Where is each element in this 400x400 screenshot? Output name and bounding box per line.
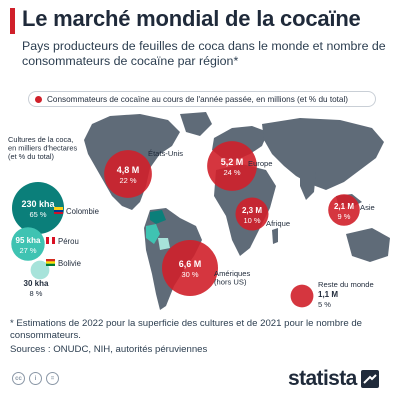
landmass-asia	[262, 118, 384, 190]
producer-pct-2: 8 %	[30, 289, 43, 298]
by-icon[interactable]: i	[29, 372, 42, 385]
producer-pct-0: 65 %	[29, 210, 46, 219]
statista-mark-icon	[360, 370, 379, 388]
equals-icon[interactable]: =	[46, 372, 59, 385]
consumer-region-4: Amériques (hors US)	[214, 269, 250, 287]
bolivia-shape	[158, 238, 170, 250]
consumer-bubble-4	[162, 240, 218, 296]
colombie-flag-icon	[54, 207, 63, 214]
consumer-value-1: 5,2 M	[221, 157, 244, 167]
consumer-value-4: 6,6 M	[179, 259, 202, 269]
consumer-bubble-2	[235, 197, 269, 231]
bolivie-flag-icon	[46, 259, 55, 266]
page-subtitle: Pays producteurs de feuilles de coca dan…	[22, 39, 386, 68]
statista-logo[interactable]: statista	[288, 367, 379, 391]
consumer-region-0: États-Unis	[148, 149, 183, 158]
producers-label: Cultures de la coca, en milliers d'hectar…	[8, 135, 77, 161]
consumer-region-2: Afrique	[266, 219, 290, 228]
consumer-bubble-3	[328, 194, 360, 226]
consumer-bubble-0	[104, 150, 152, 198]
consumer-pct-5: 5 %	[318, 300, 331, 309]
consumer-value-2: 2,3 M	[242, 206, 262, 215]
colombia-shape	[150, 210, 166, 224]
consumer-region-1: Europe	[248, 159, 273, 168]
sources: Sources : ONUDC, NIH, autorités péruvien…	[10, 344, 208, 355]
consumer-pct-0: 22 %	[119, 176, 136, 185]
producer-pct-1: 27 %	[19, 246, 36, 255]
legend-label: Consommateurs de cocaïne au cours de l'a…	[47, 94, 349, 104]
legend-red-dot	[35, 95, 42, 103]
landmass-greenland	[180, 112, 212, 136]
consumer-value-5: 1,1 M	[318, 290, 338, 299]
consumer-bubble-1	[207, 141, 257, 191]
consumer-value-0: 4,8 M	[117, 165, 140, 175]
cc-icon[interactable]: cc	[12, 372, 25, 385]
producer-country-1: Pérou	[58, 237, 79, 246]
landmass-india	[300, 172, 316, 200]
consumers-legend: Consommateurs de cocaïne au cours de l'a…	[28, 91, 376, 107]
consumer-pct-4: 30 %	[181, 270, 198, 279]
consumer-pct-2: 10 %	[243, 216, 260, 225]
consumer-region-3: Asie	[360, 203, 375, 212]
consumer-region-5: Reste du monde	[318, 280, 374, 289]
footnote: * Estimations de 2022 pour la superficie…	[10, 318, 362, 341]
brand-text: statista	[288, 367, 357, 390]
landmass-australia	[346, 228, 390, 262]
consumer-value-3: 2,1 M	[334, 202, 354, 211]
landmass-madagascar	[272, 228, 278, 244]
consumer-bubble-5	[290, 284, 314, 308]
producer-bubble-2	[30, 260, 50, 280]
producer-value-2: 30 kha	[24, 279, 49, 288]
producer-value-1: 95 kha	[16, 236, 41, 245]
producer-bubble-1	[11, 227, 45, 261]
peru-shape	[146, 224, 160, 244]
producer-country-0: Colombie	[66, 207, 99, 216]
producer-value-0: 230 kha	[21, 199, 55, 209]
consumer-pct-3: 9 %	[338, 212, 351, 221]
consumer-pct-1: 24 %	[223, 168, 240, 177]
license-icons: cc i =	[12, 372, 59, 385]
producer-country-2: Bolivie	[58, 259, 81, 268]
pérou-flag-icon	[46, 237, 55, 244]
page-title: Le marché mondial de la cocaïne	[22, 6, 361, 31]
title-accent-bar	[10, 8, 15, 34]
producer-bubble-0	[12, 182, 64, 234]
